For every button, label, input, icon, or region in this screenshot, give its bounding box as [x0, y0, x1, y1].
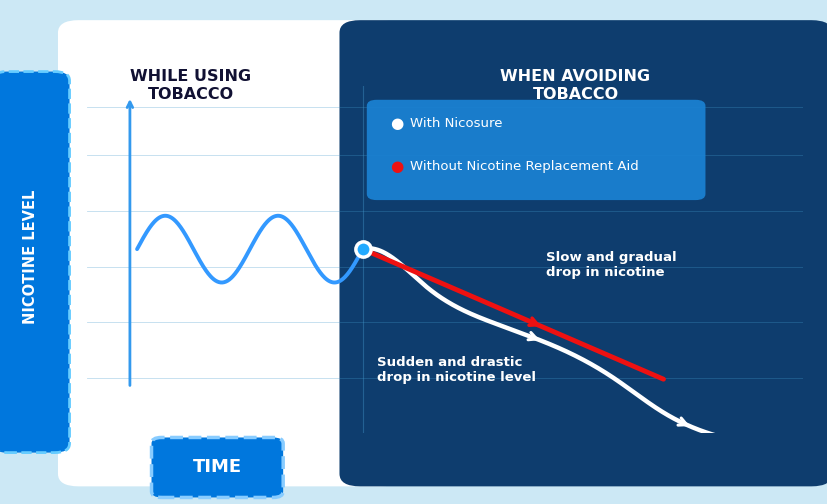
Text: With Nicosure: With Nicosure: [409, 117, 502, 130]
Text: Without Nicotine Replacement Aid: Without Nicotine Replacement Aid: [409, 160, 638, 173]
Text: Sudden and drastic
drop in nicotine level: Sudden and drastic drop in nicotine leve…: [376, 356, 535, 385]
Text: WHEN AVOIDING
TOBACCO: WHEN AVOIDING TOBACCO: [500, 69, 650, 102]
Text: Slow and gradual
drop in nicotine: Slow and gradual drop in nicotine: [546, 250, 676, 279]
Text: WHILE USING
TOBACCO: WHILE USING TOBACCO: [130, 69, 251, 102]
Text: NICOTINE LEVEL: NICOTINE LEVEL: [23, 190, 38, 324]
Text: ●: ●: [390, 159, 403, 174]
Text: ●: ●: [390, 116, 403, 131]
Text: TIME: TIME: [193, 458, 242, 476]
